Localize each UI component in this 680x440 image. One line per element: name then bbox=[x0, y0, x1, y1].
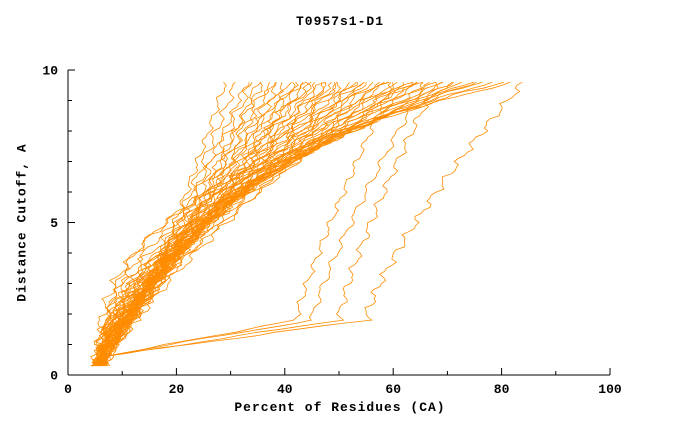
x-tick-label: 0 bbox=[64, 382, 72, 397]
y-tick-label: 10 bbox=[42, 64, 58, 79]
prediction-curve bbox=[95, 81, 424, 367]
prediction-curve bbox=[97, 82, 394, 367]
x-tick-label: 100 bbox=[598, 382, 622, 397]
prediction-curve bbox=[98, 81, 365, 367]
x-axis-label: Percent of Residues (CA) bbox=[234, 400, 446, 415]
prediction-curve bbox=[104, 82, 439, 367]
prediction-curve bbox=[96, 81, 493, 367]
prediction-curve bbox=[98, 81, 392, 367]
prediction-curve bbox=[98, 82, 405, 367]
x-tick-label: 40 bbox=[277, 382, 293, 397]
prediction-curve bbox=[91, 81, 437, 367]
prediction-curve bbox=[96, 81, 374, 367]
prediction-curve bbox=[95, 81, 523, 367]
y-axis-label: Distance Cutoff, A bbox=[14, 143, 30, 302]
prediction-curve bbox=[97, 81, 462, 367]
prediction-curve bbox=[100, 81, 511, 366]
prediction-curve bbox=[97, 81, 365, 367]
prediction-curve bbox=[95, 82, 367, 367]
prediction-curve bbox=[92, 81, 453, 367]
x-tick-label: 60 bbox=[385, 382, 401, 397]
chart-title: T0957s1-D1 bbox=[295, 14, 384, 29]
x-tick-label: 20 bbox=[169, 382, 185, 397]
prediction-curve bbox=[95, 81, 381, 367]
y-tick-label: 0 bbox=[50, 369, 58, 384]
prediction-curve bbox=[90, 82, 414, 366]
x-tick-label: 80 bbox=[494, 382, 510, 397]
prediction-curves bbox=[90, 81, 523, 367]
prediction-curve bbox=[95, 81, 398, 367]
y-tick-label: 5 bbox=[50, 216, 58, 231]
